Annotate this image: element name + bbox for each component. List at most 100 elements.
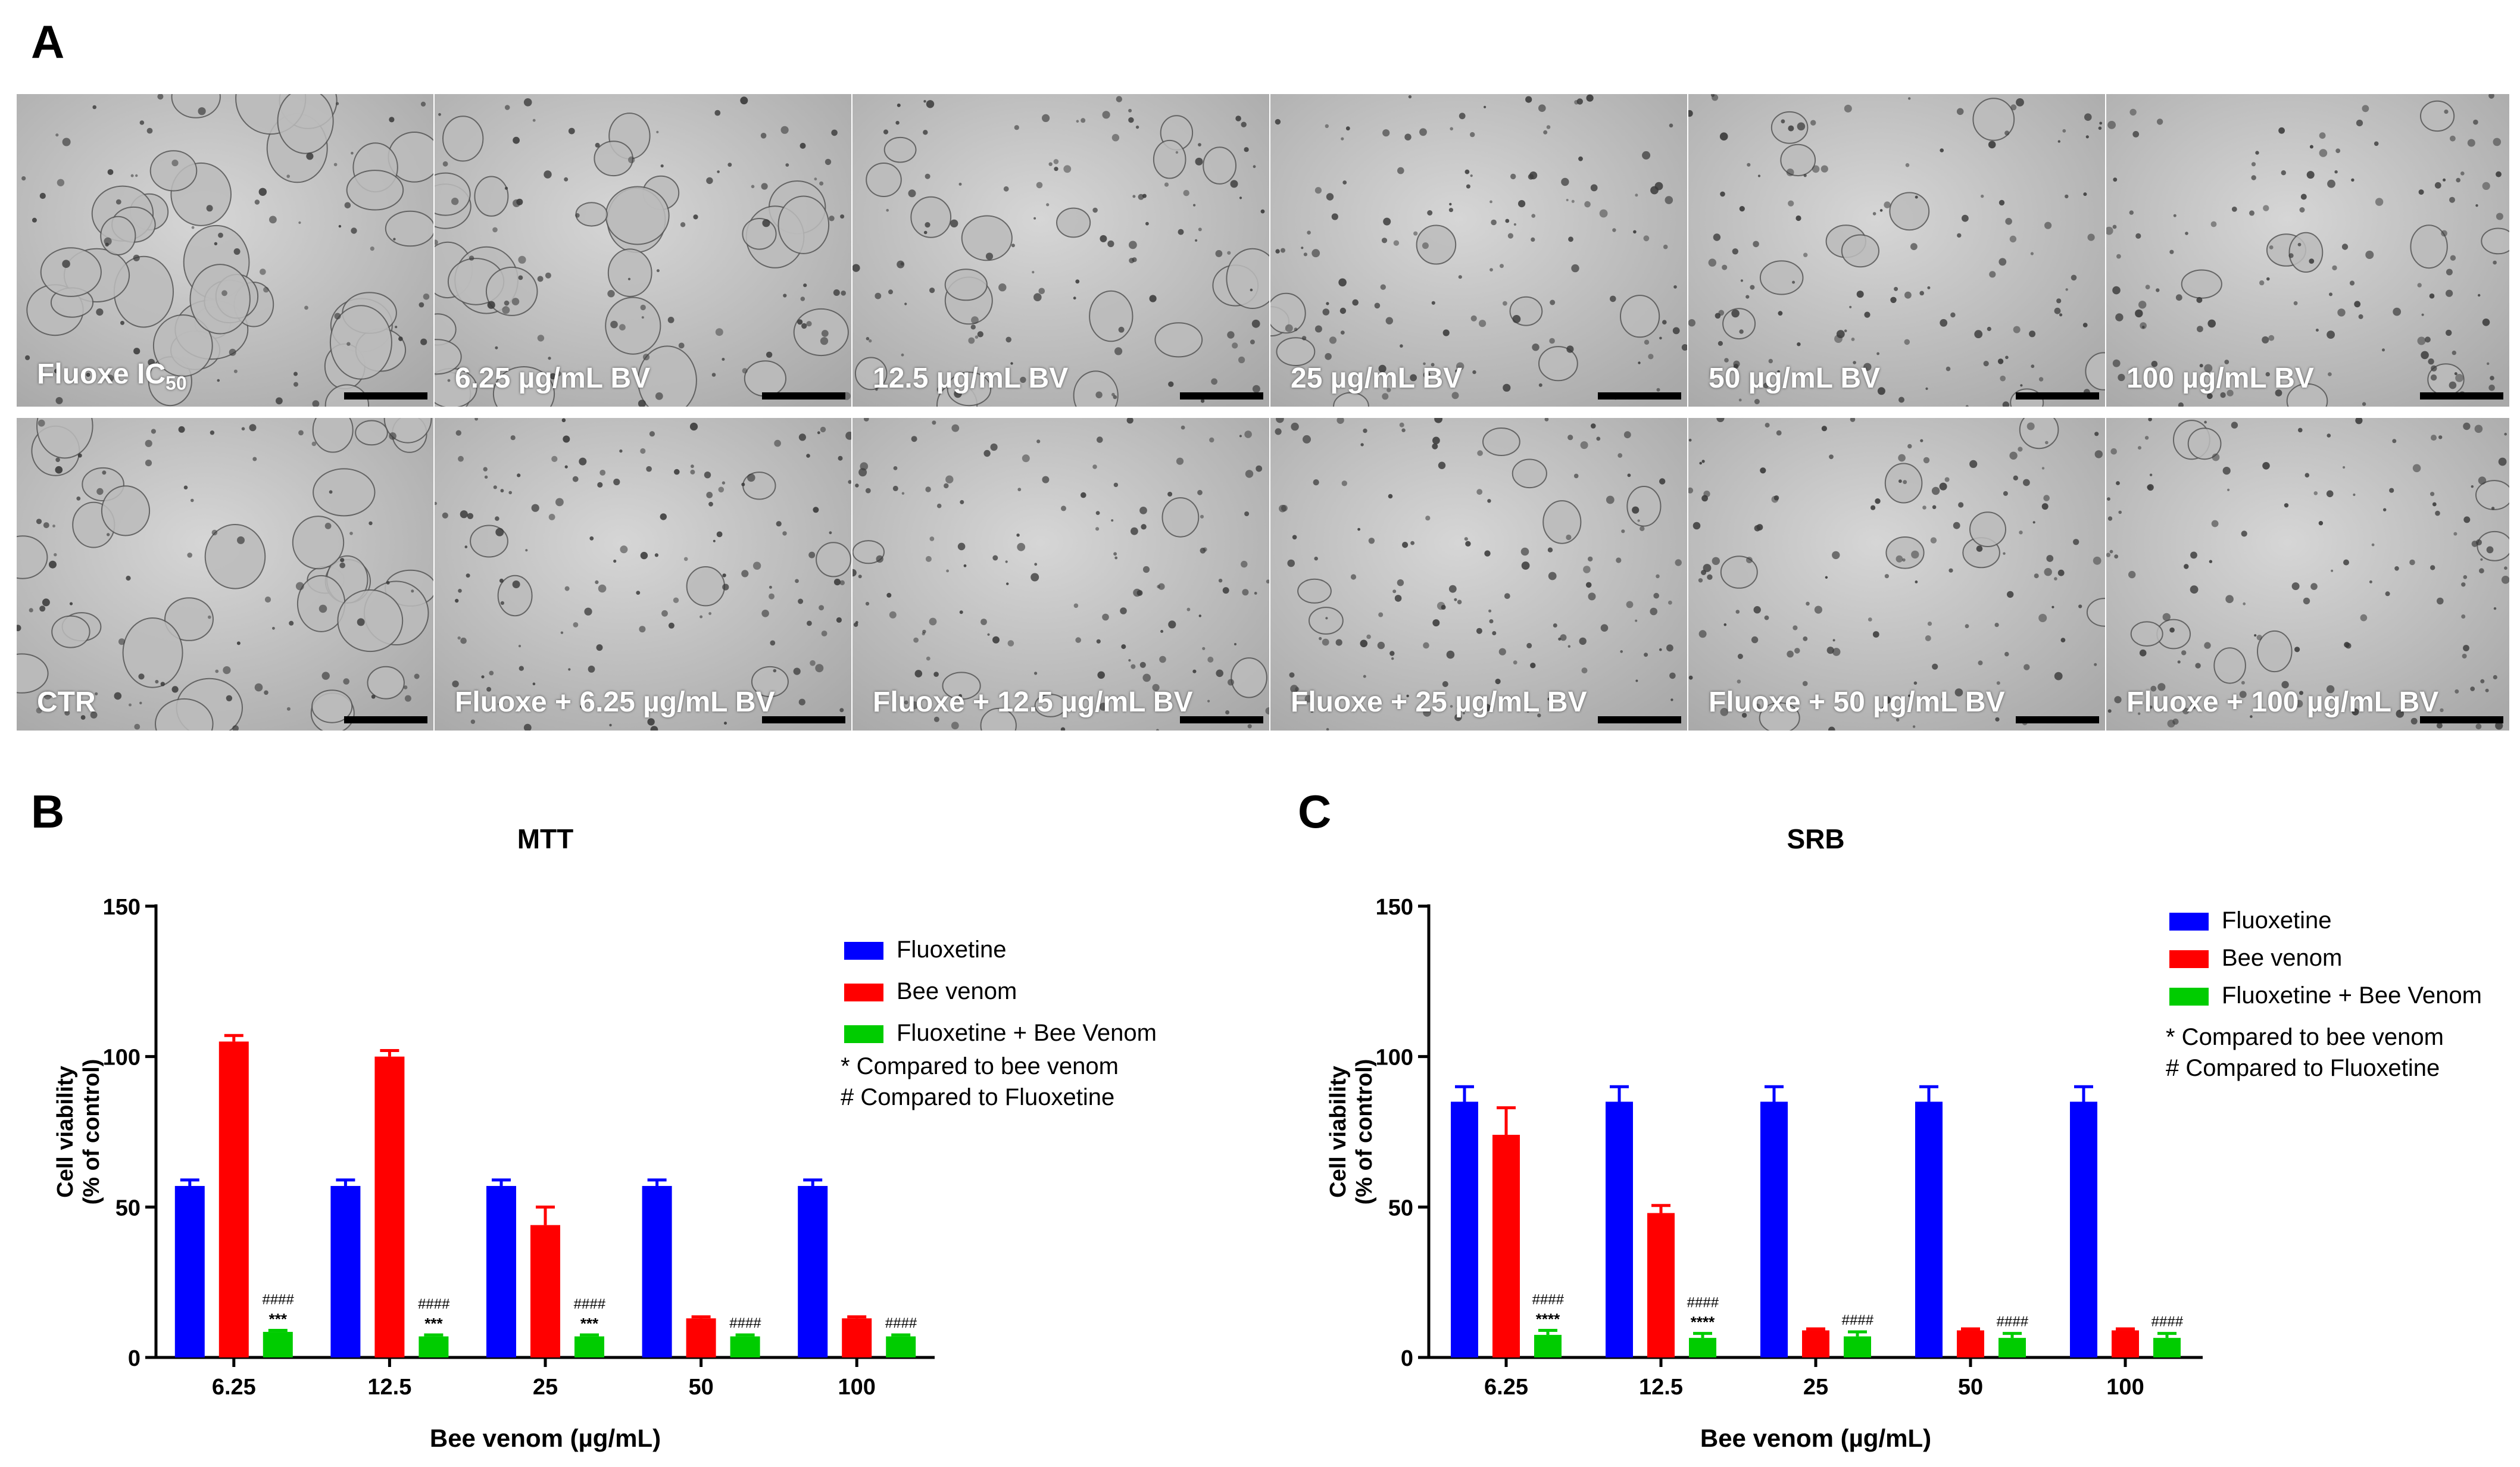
- micrograph-row1-1: Fluoxe IC50: [17, 94, 433, 407]
- micrograph-label: 50 µg/mL BV: [1709, 362, 1880, 395]
- significance-stars: ****: [1536, 1310, 1560, 1328]
- x-tick-label: 100: [2106, 1375, 2144, 1400]
- y-tick-label: 0: [128, 1346, 140, 1371]
- scale-bar: [762, 716, 845, 723]
- significance-stars: ***: [269, 1310, 288, 1328]
- bar-bee-venom-50: [686, 1318, 716, 1357]
- micrograph-label: Fluoxe IC50: [37, 358, 187, 395]
- x-tick-label: 100: [838, 1375, 875, 1400]
- scale-bar: [1598, 716, 1681, 723]
- panel-c-letter: C: [1298, 785, 1332, 838]
- legend-note: * Compared to bee venom: [2166, 1024, 2444, 1050]
- bar-bee-venom-100: [2112, 1330, 2139, 1357]
- bar-bee-venom-12.5: [1647, 1213, 1675, 1357]
- x-tick-label: 50: [688, 1375, 713, 1400]
- x-tick-label: 12.5: [367, 1375, 411, 1400]
- scale-bar: [2420, 716, 2503, 723]
- significance-hash: ####: [885, 1315, 917, 1331]
- srb-chart: SRB 0 50 100 150 Cell viability (% of control)…: [1326, 823, 2482, 1452]
- mtt-chart: MTT 0 50 100 150 Cell viability (% of control)…: [53, 823, 1157, 1452]
- significance-hash: ####: [2151, 1314, 2183, 1330]
- bar-fluoxetine-bee-venom-6.25: [1534, 1335, 1562, 1357]
- cell-image: [853, 94, 1269, 407]
- y-axis-label-line1: Cell viability: [1326, 1066, 1351, 1198]
- bar-fluoxetine-bee-venom-25: [574, 1336, 604, 1357]
- y-tick-label: 150: [103, 895, 140, 920]
- significance-hash: ####: [1532, 1292, 1564, 1308]
- y-tick-label: 100: [1376, 1045, 1413, 1070]
- micrograph-row1-3: 12.5 µg/mL BV: [853, 94, 1269, 407]
- micrograph-label-text: Fluoxe + 12.5 µg/mL BV: [873, 686, 1193, 718]
- cell-image: [17, 94, 433, 407]
- micrograph-label-subscript: 50: [165, 373, 187, 394]
- micrograph-row1-2: 6.25 µg/mL BV: [435, 94, 851, 407]
- significance-hash: ####: [573, 1296, 605, 1312]
- micrograph-row2-4: Fluoxe + 25 µg/mL BV: [1270, 418, 1687, 731]
- cell-image: [1270, 94, 1687, 407]
- bar-bee-venom-6.25: [218, 1041, 249, 1357]
- micrograph-label: 6.25 µg/mL BV: [455, 362, 650, 395]
- legend-swatch: [844, 1025, 883, 1043]
- legend-note: * Compared to bee venom: [841, 1053, 1119, 1079]
- chart-title: SRB: [1787, 823, 1844, 854]
- micrograph-label-text: Fluoxe IC: [37, 358, 166, 391]
- cell-image: [2106, 418, 2509, 731]
- scale-bar: [1598, 392, 1681, 399]
- chart-title: MTT: [517, 823, 574, 854]
- legend-swatch: [2169, 988, 2209, 1006]
- x-tick-label: 12.5: [1639, 1375, 1683, 1400]
- bar-fluoxetine-25: [486, 1185, 516, 1357]
- x-axis-label: Bee venom (µg/mL): [1700, 1424, 1931, 1452]
- scale-bar: [1180, 716, 1263, 723]
- bar-fluoxetine-bee-venom-25: [1844, 1336, 1871, 1357]
- micrograph-row2-3: Fluoxe + 12.5 µg/mL BV: [853, 418, 1269, 731]
- bar-fluoxetine-bee-venom-100: [2153, 1338, 2181, 1357]
- bar-fluoxetine-bee-venom-12.5: [419, 1336, 449, 1357]
- x-axis-label: Bee venom (µg/mL): [430, 1424, 661, 1452]
- micrograph-row2-1: CTR: [17, 418, 433, 731]
- significance-hash: ####: [1687, 1295, 1719, 1311]
- y-axis-label-line2: (% of control): [79, 1059, 104, 1205]
- micrograph-label-text: CTR: [37, 686, 96, 718]
- y-tick-label: 50: [1388, 1196, 1413, 1221]
- cell-image: [1688, 94, 2105, 407]
- scale-bar: [1180, 392, 1263, 399]
- micrograph-label: Fluoxe + 100 µg/mL BV: [2126, 686, 2438, 719]
- significance-hash: ####: [1841, 1312, 1873, 1328]
- micrograph-label: 25 µg/mL BV: [1291, 362, 1462, 395]
- significance-hash: ####: [418, 1296, 450, 1312]
- bar-fluoxetine-100: [2070, 1101, 2097, 1357]
- micrograph-row2-5: Fluoxe + 50 µg/mL BV: [1688, 418, 2105, 731]
- bar-fluoxetine-bee-venom-6.25: [263, 1332, 293, 1357]
- micrograph-label: Fluoxe + 25 µg/mL BV: [1291, 686, 1587, 719]
- bar-fluoxetine-bee-venom-100: [886, 1336, 916, 1357]
- cell-image: [1688, 418, 2105, 731]
- bar-bee-venom-25: [1802, 1330, 1829, 1357]
- micrograph-label-text: Fluoxe + 50 µg/mL BV: [1709, 686, 2005, 718]
- y-axis-label-line1: Cell viability: [53, 1066, 78, 1198]
- x-tick-label: 6.25: [212, 1375, 256, 1400]
- bar-bee-venom-50: [1957, 1330, 1984, 1357]
- legend-swatch: [2169, 950, 2209, 968]
- micrograph-label-text: 50 µg/mL BV: [1709, 363, 1881, 394]
- micrograph-row1-5: 50 µg/mL BV: [1688, 94, 2105, 407]
- micrograph-row1-6: 100 µg/mL BV: [2106, 94, 2509, 407]
- legend-swatch: [2169, 913, 2209, 931]
- micrograph-label-text: 100 µg/mL BV: [2126, 363, 2314, 394]
- significance-hash: ####: [729, 1315, 761, 1331]
- micrograph-label-text: Fluoxe + 25 µg/mL BV: [1291, 686, 1587, 718]
- y-tick-label: 150: [1376, 895, 1413, 920]
- bar-fluoxetine-100: [798, 1185, 828, 1357]
- micrograph-label: 100 µg/mL BV: [2126, 362, 2314, 395]
- legend-label: Fluoxetine: [2222, 907, 2332, 934]
- significance-stars: ***: [580, 1315, 599, 1332]
- legend-label: Bee venom: [2222, 945, 2342, 971]
- panel-b-letter: B: [31, 785, 65, 838]
- bar-fluoxetine-bee-venom-12.5: [1689, 1338, 1716, 1357]
- bar-fluoxetine-6.25: [174, 1185, 205, 1357]
- bar-fluoxetine-25: [1760, 1101, 1788, 1357]
- micrograph-label: 12.5 µg/mL BV: [873, 362, 1068, 395]
- bar-bee-venom-25: [530, 1225, 560, 1357]
- bar-fluoxetine-bee-venom-50: [1998, 1338, 2026, 1357]
